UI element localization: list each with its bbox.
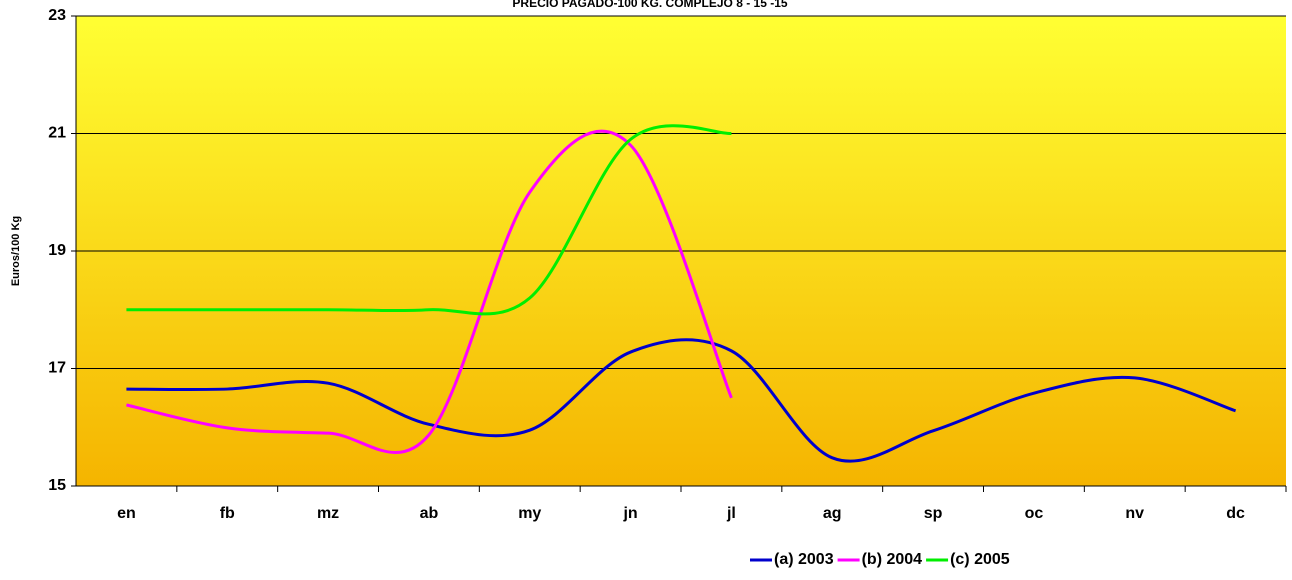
x-tick-label: fb (220, 505, 235, 522)
y-tick-label: 17 (48, 360, 66, 377)
series-line (126, 338, 1237, 463)
x-tick-label: ag (823, 505, 842, 522)
x-tick-label: my (518, 505, 541, 522)
y-axis-label: Euros/100 Kg (10, 216, 22, 286)
legend-label: (b) 2004 (862, 551, 923, 568)
legend-label: (c) 2005 (950, 551, 1010, 568)
x-tick-label: ab (420, 505, 439, 522)
x-tick-label: nv (1125, 505, 1144, 522)
legend-label: (a) 2003 (774, 551, 834, 568)
x-tick-label: jl (726, 505, 736, 522)
x-tick-label: dc (1226, 505, 1245, 522)
x-tick-label: en (117, 505, 136, 522)
y-tick-label: 15 (48, 477, 66, 494)
x-tick-label: mz (317, 505, 339, 522)
y-tick-label: 19 (48, 242, 66, 259)
x-tick-label: sp (924, 505, 943, 522)
y-tick-label: 23 (48, 7, 66, 24)
series-line (126, 129, 733, 455)
series-line (126, 124, 732, 316)
chart-title: PRECIO PAGADO-100 KG. COMPLEJO 8 - 15 -1… (512, 0, 788, 10)
y-tick-label: 21 (48, 125, 66, 142)
x-tick-label: jn (622, 505, 637, 522)
x-tick-label: oc (1025, 505, 1044, 522)
